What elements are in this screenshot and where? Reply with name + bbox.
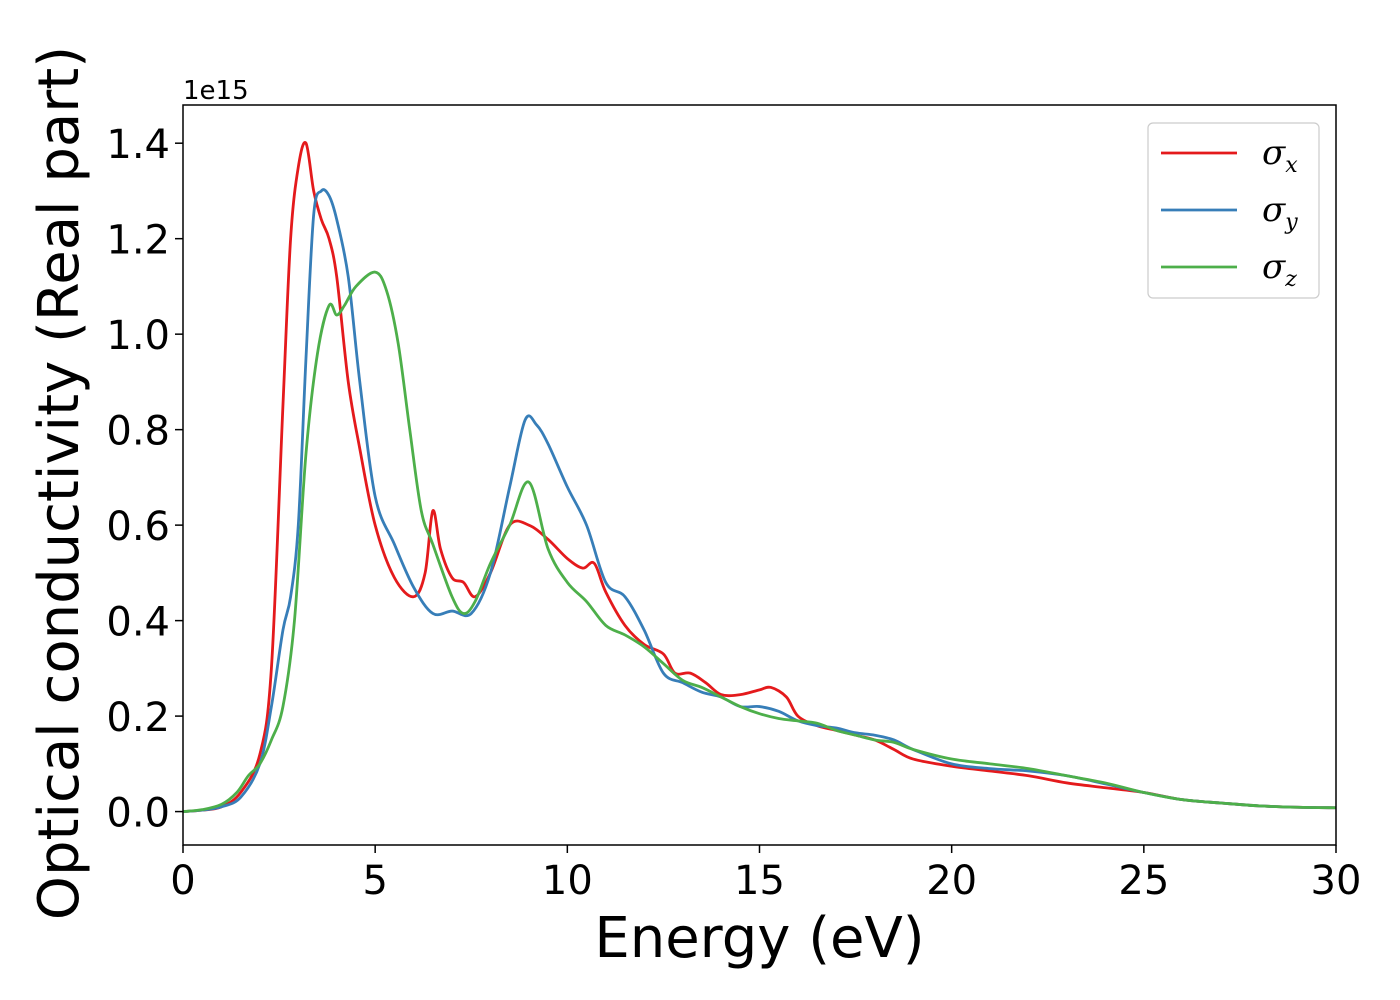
legend-label: σy	[1262, 190, 1298, 235]
y-tick-label: 0.4	[106, 600, 170, 646]
y-tick-label: 1.2	[106, 218, 170, 264]
y-tick-label: 0.2	[106, 695, 170, 741]
series-line-z	[183, 270, 1336, 813]
y-tick-label: 0.8	[106, 409, 170, 455]
series-line-y	[183, 188, 1336, 813]
y-axis-label: Optical conductivity (Real part)	[27, 46, 92, 920]
series-layer	[183, 141, 1336, 813]
x-tick-label: 5	[362, 858, 387, 904]
y-tick-label: 0.0	[106, 791, 170, 837]
x-tick-label: 30	[1311, 858, 1362, 904]
x-tick-label: 25	[1118, 858, 1169, 904]
ticks-layer: 0 5 10 15 20 25 30 0.0 0.2 0.4 0.6 0.8 1.0 1.2 1.4	[106, 122, 1361, 904]
x-tick-label: 10	[542, 858, 593, 904]
y-tick-label: 1.4	[106, 122, 170, 168]
x-tick-label: 0	[170, 858, 195, 904]
legend-item-z: σz	[1161, 247, 1297, 292]
y-axis-offset-label: 1e15	[183, 76, 249, 106]
legend-item-y: σy	[1161, 190, 1298, 235]
legend-item-x: σx	[1161, 133, 1298, 178]
x-axis-label: Energy (eV)	[594, 906, 924, 971]
legend: σx σy σz	[1147, 122, 1320, 299]
y-tick-label: 0.6	[106, 504, 170, 550]
legend-label: σz	[1262, 247, 1297, 292]
x-tick-label: 15	[734, 858, 785, 904]
x-tick-label: 20	[926, 858, 977, 904]
legend-label: σx	[1262, 133, 1298, 178]
series-line-x	[183, 141, 1336, 813]
y-tick-label: 1.0	[106, 313, 170, 359]
